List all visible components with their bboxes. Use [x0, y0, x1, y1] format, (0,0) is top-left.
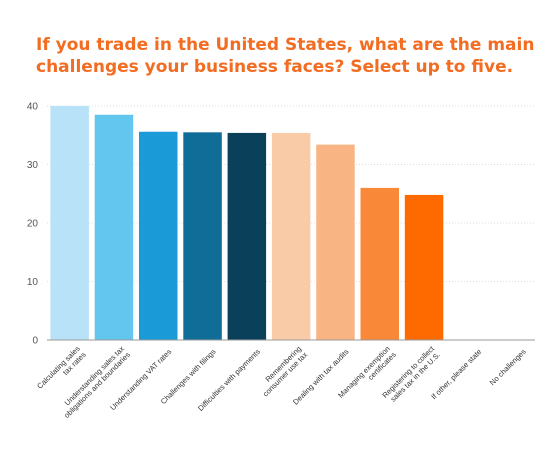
x-tick-label-11: No challenges: [488, 347, 528, 387]
y-tick-label-40: 40: [27, 102, 39, 113]
bar-1: [50, 106, 89, 340]
y-tick-label-10: 10: [27, 277, 39, 288]
bar-4: [183, 132, 222, 340]
bars: [50, 106, 444, 341]
y-tick-label-0: 0: [32, 336, 38, 347]
y-tick-label-20: 20: [27, 219, 39, 230]
y-axis-ticks: 0 10 20 30 40: [27, 102, 39, 347]
bar-8: [360, 187, 399, 340]
bar-9: [404, 194, 444, 340]
x-tick-label-11-line-1: No challenges: [488, 347, 528, 387]
bar-6: [271, 132, 311, 340]
chart-title: If you trade in the United States, what …: [36, 34, 546, 78]
bar-7: [316, 144, 355, 340]
chart-title-line-2: challenges your business faces? Select u…: [36, 57, 514, 77]
bar-3: [139, 131, 178, 340]
chart-title-line-1: If you trade in the United States, what …: [36, 35, 535, 55]
bar-5: [227, 132, 267, 340]
bar-2: [94, 114, 134, 341]
y-tick-label-30: 30: [27, 160, 39, 171]
